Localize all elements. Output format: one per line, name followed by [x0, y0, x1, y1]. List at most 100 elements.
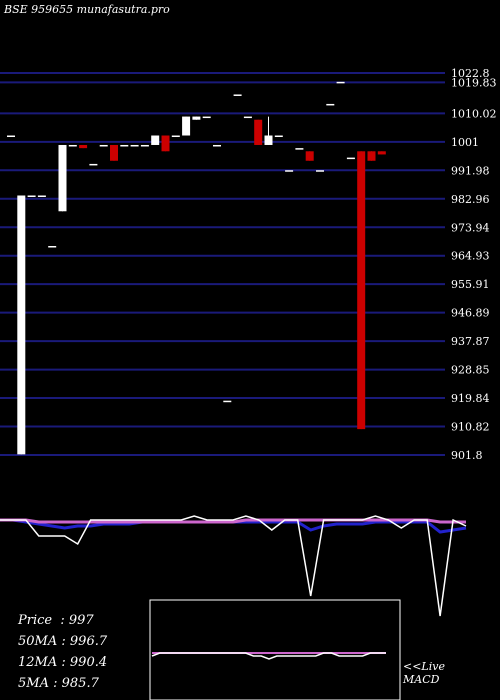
candle-body: [377, 151, 386, 155]
candle-body: [264, 135, 273, 145]
y-tick-label: 946.89: [451, 307, 490, 320]
candle: [285, 170, 294, 172]
candle-body: [202, 116, 211, 119]
y-tick-label: 919.84: [451, 392, 490, 405]
candle-body: [305, 151, 314, 161]
price-line: [0, 515, 467, 617]
chart-title: BSE 959655 munafasutra.pro: [4, 3, 170, 16]
y-tick-label: 910.82: [451, 421, 490, 434]
y-tick-label: 1010.02: [451, 107, 497, 120]
candle-body: [243, 116, 252, 119]
candle-body: [192, 116, 201, 120]
candle-body: [316, 170, 324, 172]
candle-body: [140, 144, 149, 147]
candle: [182, 116, 191, 136]
candle-body: [27, 195, 36, 197]
candle-body: [89, 163, 98, 166]
candle: [110, 144, 118, 161]
y-tick-label: 937.87: [451, 335, 490, 348]
candle: [192, 116, 201, 120]
candle: [48, 246, 57, 248]
candle-body: [223, 400, 232, 403]
candle: [295, 148, 304, 150]
candle-body: [213, 144, 221, 147]
candle-body: [336, 81, 345, 84]
y-tick-label: 982.96: [451, 193, 490, 206]
candle: [346, 157, 355, 160]
candle: [120, 144, 129, 147]
candle-body: [68, 144, 77, 147]
candle: [17, 195, 26, 455]
candle-body: [367, 151, 376, 161]
candle: [316, 170, 324, 172]
candle: [305, 151, 314, 161]
candle-body: [274, 135, 283, 138]
y-tick-label: 991.98: [451, 164, 490, 177]
candle: [202, 116, 211, 119]
stat-12ma: 12MA : 990.4: [18, 655, 108, 670]
candle: [79, 144, 88, 149]
candle-body: [151, 135, 160, 145]
candle-body: [37, 195, 46, 197]
candle: [171, 135, 180, 138]
candle: [233, 94, 242, 96]
candle: [89, 163, 98, 166]
candle: [223, 400, 232, 403]
stat-price: Price : 997: [18, 613, 94, 628]
candle: [27, 195, 36, 197]
candle: [264, 116, 273, 145]
candle-body: [357, 151, 366, 430]
candle-body: [326, 103, 335, 106]
candle-body: [58, 144, 67, 212]
candle-body: [79, 144, 88, 149]
y-tick-label: 955.91: [451, 278, 490, 291]
candle: [130, 144, 139, 147]
candle-body: [182, 116, 191, 136]
candle: [377, 151, 386, 155]
y-tick-label: 901.8: [451, 449, 483, 462]
candle: [151, 135, 160, 145]
candle-body: [295, 148, 304, 150]
candle-body: [285, 170, 294, 172]
candle: [161, 135, 170, 152]
candle-body: [233, 94, 242, 96]
candle: [326, 103, 335, 106]
stats-box: Price : 997 50MA : 996.7 12MA : 990.4 5M…: [18, 610, 107, 694]
candle: [58, 144, 67, 212]
stat-5ma: 5MA : 985.7: [18, 676, 99, 691]
candle: [336, 81, 345, 84]
candle: [367, 151, 376, 161]
macd-panel: [151, 652, 386, 660]
candle: [37, 195, 46, 197]
candle: [274, 135, 283, 138]
macd-label: <<Live MACD: [403, 660, 445, 686]
y-tick-label: 973.94: [451, 221, 490, 234]
candle: [140, 144, 149, 147]
stat-50ma: 50MA : 996.7: [18, 634, 108, 649]
candle-body: [254, 119, 263, 145]
candle-body: [17, 195, 26, 455]
candle-body: [7, 135, 15, 138]
candle-body: [130, 144, 139, 147]
macd-panel-frame: [149, 599, 401, 700]
indicator-panel: [0, 515, 467, 617]
candle: [254, 119, 263, 145]
macd-line: [151, 652, 386, 660]
candle-body: [161, 135, 170, 152]
y-tick-label: 1019.83: [451, 76, 497, 89]
candle-body: [346, 157, 355, 160]
candles: [7, 81, 386, 455]
candle: [68, 144, 77, 147]
candle: [243, 116, 252, 119]
candle-body: [48, 246, 57, 248]
y-tick-label: 928.85: [451, 364, 490, 377]
candle: [357, 151, 366, 430]
y-tick-label: 1001: [451, 136, 479, 149]
candle-body: [99, 144, 108, 147]
candle-body: [110, 144, 118, 161]
y-tick-label: 1022.8: [451, 67, 490, 80]
gridlines: [0, 72, 445, 456]
